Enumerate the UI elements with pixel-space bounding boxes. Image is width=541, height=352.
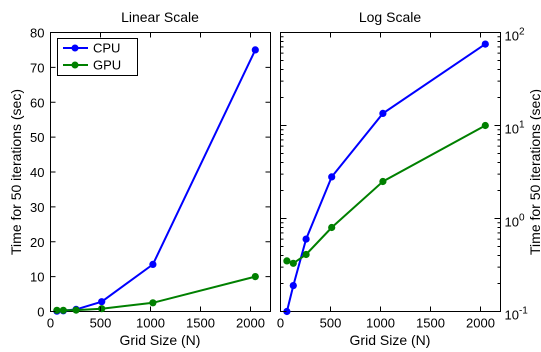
x-tick-label: 0 — [47, 316, 54, 331]
data-point-cpu — [98, 298, 106, 306]
x-axis-ticks: 0 500 1000 1500 2000 — [277, 32, 495, 331]
data-point-gpu — [251, 273, 259, 281]
data-point-gpu — [328, 223, 336, 232]
data-point-gpu — [302, 250, 310, 259]
legend-marker-gpu — [71, 61, 79, 69]
data-point-cpu — [302, 235, 310, 243]
legend: CPU GPU — [57, 38, 138, 76]
y-tick-label: 60 — [30, 95, 44, 110]
y-axis-ticks: 0 10 20 30 40 50 60 70 80 — [30, 26, 271, 320]
x-tick-label: 500 — [320, 316, 342, 331]
y-tick-label: 50 — [30, 130, 44, 145]
x-axis-ticks: 0 500 1000 1500 2000 — [47, 32, 265, 331]
data-point-gpu — [53, 306, 61, 314]
y-tick-label: 101 — [505, 120, 525, 137]
x-tick-label: 2000 — [236, 316, 265, 331]
series-line-cpu — [285, 43, 486, 312]
data-point-gpu — [149, 299, 157, 307]
y-tick-label: 20 — [30, 235, 44, 250]
series-line-cpu — [56, 49, 257, 313]
data-point-cpu — [289, 282, 297, 290]
data-point-gpu — [72, 306, 80, 314]
legend-label-cpu: CPU — [93, 41, 120, 56]
x-tick-label: 2000 — [466, 316, 495, 331]
x-tick-label: 500 — [90, 316, 112, 331]
x-tick-label: 1000 — [366, 316, 395, 331]
series-layer — [283, 40, 489, 316]
data-point-cpu — [149, 260, 157, 268]
data-point-gpu — [379, 177, 387, 186]
data-point-gpu — [59, 306, 67, 314]
y-tick-label: 30 — [30, 200, 44, 215]
y-tick-label: 0 — [37, 305, 44, 320]
data-point-gpu — [289, 259, 297, 267]
chart-title: Linear Scale — [121, 9, 199, 25]
y-axis-label: Time for 50 iterations (sec) — [8, 89, 24, 255]
legend-marker-cpu — [71, 44, 79, 52]
x-tick-label: 1500 — [416, 316, 445, 331]
data-point-cpu — [251, 46, 259, 54]
plot-area-frame — [280, 32, 501, 312]
x-tick-label: 1500 — [186, 316, 215, 331]
y-tick-label: 10-1 — [505, 306, 529, 323]
data-point-cpu — [328, 173, 336, 181]
series-line-gpu — [286, 124, 486, 265]
legend-label-gpu: GPU — [93, 58, 121, 73]
data-point-gpu — [481, 121, 489, 130]
y-tick-label: 80 — [30, 26, 44, 41]
data-point-cpu — [283, 307, 291, 316]
data-point-cpu — [481, 40, 489, 48]
legend-box — [57, 38, 138, 76]
x-axis-label: Grid Size (N) — [350, 332, 431, 348]
y-tick-label: 70 — [30, 60, 44, 75]
y-tick-label: 102 — [505, 27, 525, 44]
data-point-gpu — [98, 305, 106, 313]
data-point-cpu — [379, 109, 387, 117]
linear-scale-chart: Linear Scale 0 500 1000 1500 2000 0 10 20 30 40 5… — [8, 9, 271, 348]
series-layer — [53, 46, 259, 315]
y-tick-label: 10 — [30, 270, 44, 285]
y-axis-ticks: 10-1 100 101 102 — [280, 27, 529, 323]
x-axis-label: Grid Size (N) — [120, 332, 201, 348]
y-axis-label: Time for 50 iterations (sec) — [527, 89, 541, 255]
x-tick-label: 0 — [277, 316, 284, 331]
x-tick-label: 1000 — [136, 316, 165, 331]
data-point-gpu — [283, 257, 291, 265]
y-tick-label: 100 — [505, 213, 525, 230]
y-tick-label: 40 — [30, 165, 44, 180]
chart-title: Log Scale — [359, 9, 421, 25]
log-scale-chart: Log Scale 0 500 1000 1500 2000 10-1 100 101 102… — [277, 9, 541, 348]
